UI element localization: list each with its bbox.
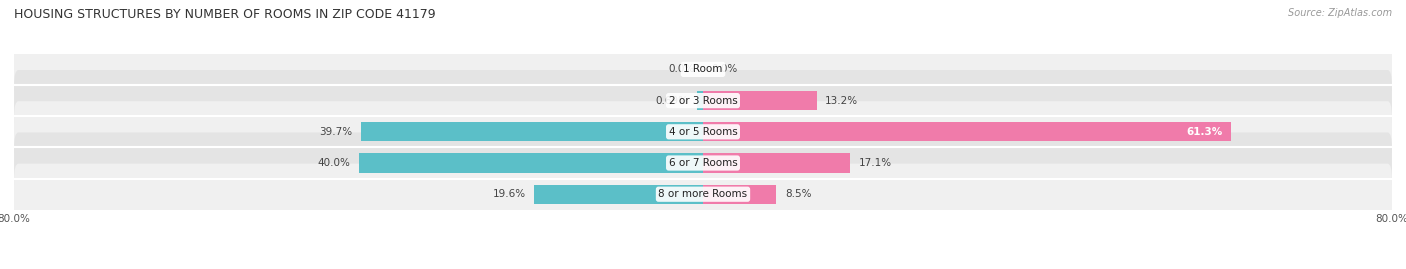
- Bar: [703, 122, 1230, 141]
- Text: 4 or 5 Rooms: 4 or 5 Rooms: [669, 127, 737, 137]
- Text: 0.0%: 0.0%: [711, 64, 738, 75]
- Bar: [359, 153, 703, 173]
- Bar: [703, 185, 776, 204]
- Legend: Owner-occupied, Renter-occupied: Owner-occupied, Renter-occupied: [586, 266, 820, 269]
- FancyBboxPatch shape: [14, 70, 1392, 131]
- Text: 2 or 3 Rooms: 2 or 3 Rooms: [669, 95, 737, 106]
- FancyBboxPatch shape: [14, 132, 1392, 194]
- Text: 17.1%: 17.1%: [859, 158, 891, 168]
- Text: HOUSING STRUCTURES BY NUMBER OF ROOMS IN ZIP CODE 41179: HOUSING STRUCTURES BY NUMBER OF ROOMS IN…: [14, 8, 436, 21]
- Text: 8.5%: 8.5%: [785, 189, 811, 199]
- Bar: [697, 91, 703, 110]
- Text: 39.7%: 39.7%: [319, 127, 353, 137]
- FancyBboxPatch shape: [14, 101, 1392, 162]
- Bar: [534, 185, 703, 204]
- Text: 0.69%: 0.69%: [655, 95, 689, 106]
- Text: 8 or more Rooms: 8 or more Rooms: [658, 189, 748, 199]
- FancyBboxPatch shape: [14, 164, 1392, 225]
- Text: 40.0%: 40.0%: [316, 158, 350, 168]
- Text: 0.0%: 0.0%: [668, 64, 695, 75]
- Bar: [361, 122, 703, 141]
- Bar: [703, 153, 851, 173]
- Text: 13.2%: 13.2%: [825, 95, 859, 106]
- Bar: [703, 91, 817, 110]
- Text: 6 or 7 Rooms: 6 or 7 Rooms: [669, 158, 737, 168]
- Text: 19.6%: 19.6%: [492, 189, 526, 199]
- Text: Source: ZipAtlas.com: Source: ZipAtlas.com: [1288, 8, 1392, 18]
- Text: 1 Room: 1 Room: [683, 64, 723, 75]
- Text: 61.3%: 61.3%: [1187, 127, 1222, 137]
- FancyBboxPatch shape: [14, 39, 1392, 100]
